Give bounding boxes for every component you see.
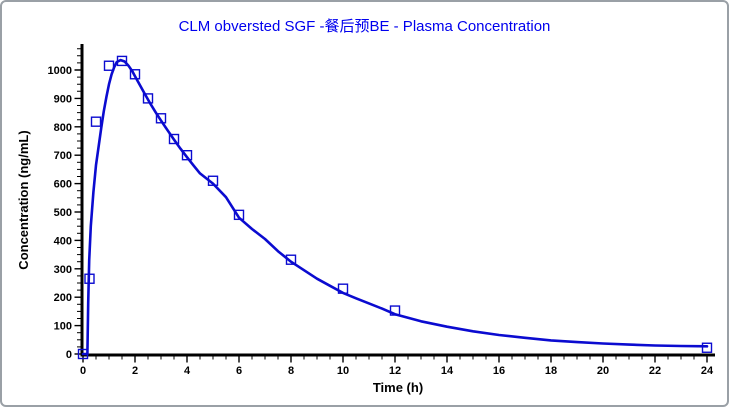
y-tick-label: 900 (54, 93, 72, 105)
y-tick-label: 1000 (48, 65, 72, 77)
data-point-marker (389, 305, 401, 316)
x-tick-label: 8 (288, 365, 294, 377)
x-tick-label: 12 (389, 365, 401, 377)
fitted-curve (81, 58, 709, 356)
x-tick-label: 6 (236, 365, 242, 377)
y-tick-label: 0 (66, 349, 72, 361)
chart-title: CLM obversted SGF -餐后预BE - Plasma Concen… (178, 18, 551, 35)
data-point-marker (103, 60, 115, 71)
plot-generated: 0 2 4 6 8 10 12 14 16 18 20 22 240100200300400500600… (48, 44, 715, 377)
data-point-marker (90, 116, 102, 127)
y-tick-label: 500 (54, 207, 72, 219)
data-point-marker (142, 93, 154, 104)
y-tick-label: 800 (54, 122, 72, 134)
x-tick-label: 0 (80, 365, 86, 377)
x-tick-label: 10 (337, 365, 349, 377)
x-tick-label: 22 (649, 365, 661, 377)
data-point-marker (181, 149, 193, 161)
x-tick-label: 4 (184, 365, 191, 377)
data-point-marker (207, 175, 219, 186)
x-tick-label: 20 (597, 365, 609, 377)
data-point-marker (701, 342, 713, 353)
y-axis-title: Concentration (ng/mL) (16, 130, 31, 269)
y-tick-label: 600 (54, 179, 72, 191)
y-tick-label: 300 (54, 264, 72, 276)
x-tick-label: 18 (545, 365, 557, 377)
y-tick-label: 200 (54, 292, 72, 304)
data-point-marker (337, 283, 349, 294)
data-point-marker (129, 69, 141, 80)
data-point-marker (285, 254, 297, 265)
x-tick-label: 16 (493, 365, 505, 377)
data-point-marker (84, 273, 95, 284)
y-tick-label: 100 (54, 321, 72, 333)
y-tick-label: 400 (54, 235, 72, 247)
x-axis-title: Time (h) (373, 380, 423, 395)
data-point-marker (155, 113, 167, 124)
data-point-marker (77, 348, 89, 360)
x-tick-label: 14 (441, 365, 454, 377)
data-point-marker (233, 209, 245, 221)
x-tick-label: 24 (701, 365, 714, 377)
x-tick-label: 2 (132, 365, 138, 377)
data-point-marker (116, 55, 128, 67)
y-tick-label: 700 (54, 150, 72, 162)
data-point-marker (168, 133, 180, 145)
